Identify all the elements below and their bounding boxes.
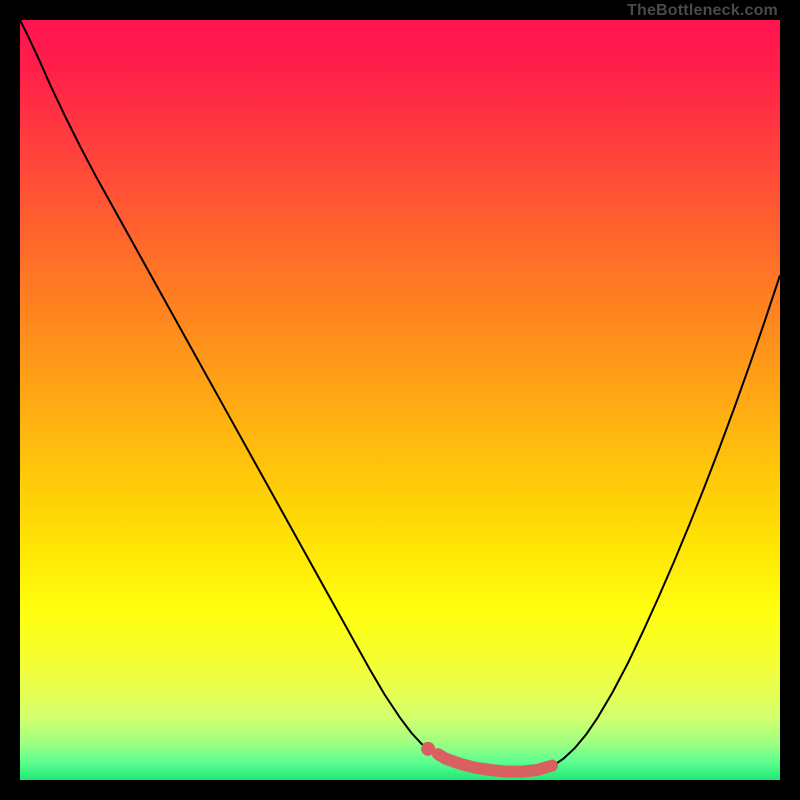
bottleneck-curve <box>20 20 780 772</box>
bottleneck-chart <box>20 20 780 780</box>
chart-curves <box>20 20 780 780</box>
attribution-text: TheBottleneck.com <box>627 2 778 20</box>
optimal-range-highlight <box>421 742 552 772</box>
